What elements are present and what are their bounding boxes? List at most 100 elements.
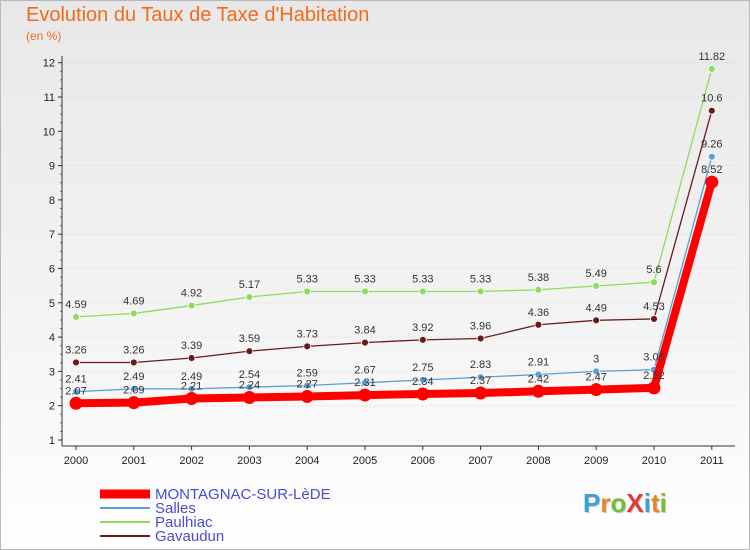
data-point bbox=[303, 342, 312, 351]
data-label: 2.27 bbox=[296, 378, 317, 390]
data-point bbox=[245, 293, 254, 301]
data-label: 2.41 bbox=[65, 374, 86, 386]
data-label: 3.05 bbox=[643, 352, 664, 364]
chart-subtitle: (en %) bbox=[26, 29, 62, 43]
data-point bbox=[72, 387, 80, 396]
data-point bbox=[361, 378, 369, 387]
data-label: 2.24 bbox=[239, 379, 260, 391]
data-point bbox=[534, 320, 543, 329]
data-label: 2.07 bbox=[65, 385, 86, 397]
data-label: 3.26 bbox=[65, 344, 86, 356]
x-tick-label: 2008 bbox=[526, 455, 550, 467]
x-tick-label: 2001 bbox=[122, 455, 146, 467]
data-point bbox=[242, 390, 256, 404]
data-point bbox=[245, 383, 254, 392]
data-point bbox=[72, 312, 80, 321]
logo-letter: X bbox=[626, 488, 644, 518]
data-point bbox=[534, 285, 543, 294]
x-tick-label: 2005 bbox=[353, 455, 377, 467]
data-label: 5.33 bbox=[354, 273, 375, 285]
y-tick-label: 10 bbox=[43, 126, 55, 138]
y-tick-label: 7 bbox=[49, 229, 55, 241]
data-label: 2.34 bbox=[412, 376, 433, 388]
data-point bbox=[476, 287, 485, 296]
data-label: 5.33 bbox=[470, 273, 491, 285]
data-label: 4.59 bbox=[65, 299, 86, 311]
data-label: 2.49 bbox=[123, 371, 144, 383]
data-label: 5.38 bbox=[528, 272, 549, 284]
x-tick-label: 2000 bbox=[64, 455, 88, 467]
logo-letter: t bbox=[650, 488, 660, 518]
y-tick-label: 9 bbox=[49, 161, 55, 173]
data-label: 5.49 bbox=[585, 268, 606, 280]
data-label: 2.59 bbox=[296, 367, 317, 379]
data-point bbox=[592, 316, 601, 325]
data-label: 5.33 bbox=[412, 273, 433, 285]
data-point bbox=[476, 373, 485, 382]
y-tick-label: 12 bbox=[43, 58, 55, 70]
data-point bbox=[650, 315, 658, 323]
data-label: 2.54 bbox=[239, 369, 260, 381]
data-label: 2.09 bbox=[123, 385, 144, 397]
data-label: 2.47 bbox=[585, 372, 606, 384]
data-point bbox=[650, 278, 658, 287]
legend-label: Salles bbox=[155, 500, 196, 517]
legend-label: MONTAGNAC-SUR-LèDE bbox=[155, 486, 331, 503]
data-point bbox=[531, 384, 545, 398]
data-label: 3.84 bbox=[354, 325, 375, 337]
data-point bbox=[361, 287, 369, 296]
y-tick-label: 8 bbox=[49, 195, 55, 207]
logo-letter: i bbox=[643, 488, 651, 518]
x-tick-label: 2003 bbox=[237, 455, 261, 467]
data-point bbox=[303, 287, 312, 296]
x-tick-label: 2002 bbox=[179, 455, 203, 467]
y-tick-label: 6 bbox=[49, 264, 55, 276]
series-group bbox=[69, 64, 719, 410]
data-point bbox=[361, 338, 369, 347]
series-line bbox=[75, 68, 713, 318]
data-point bbox=[418, 376, 427, 384]
data-point bbox=[476, 334, 485, 343]
data-point bbox=[129, 358, 138, 367]
data-point bbox=[707, 106, 716, 115]
data-label: 2.37 bbox=[470, 375, 491, 387]
series-line bbox=[75, 180, 716, 408]
data-label: 11.82 bbox=[698, 51, 725, 63]
data-point bbox=[418, 335, 427, 344]
data-point bbox=[705, 175, 719, 189]
chart-title: Evolution du Taux de Taxe d'Habitation bbox=[26, 4, 370, 26]
data-label: 3.39 bbox=[181, 340, 202, 352]
data-label: 5.17 bbox=[239, 279, 260, 291]
series-line bbox=[76, 110, 713, 364]
data-point bbox=[187, 354, 196, 362]
y-tick-label: 3 bbox=[49, 366, 55, 378]
data-point bbox=[474, 386, 488, 400]
data-label: 2.83 bbox=[470, 359, 491, 371]
data-label: 5.33 bbox=[296, 273, 317, 285]
x-tick-label: 2007 bbox=[468, 455, 492, 467]
data-label: 4.53 bbox=[643, 301, 664, 313]
data-label: 2.67 bbox=[354, 365, 375, 377]
data-point bbox=[129, 309, 138, 318]
data-point bbox=[245, 347, 254, 356]
data-label: 8.52 bbox=[701, 164, 722, 176]
data-label: 3 bbox=[593, 353, 599, 365]
data-label: 4.92 bbox=[181, 288, 202, 300]
logo-letter: o bbox=[610, 488, 627, 518]
data-point bbox=[707, 152, 716, 161]
data-point bbox=[127, 396, 141, 410]
data-label: 2.52 bbox=[643, 370, 664, 382]
data-label: 4.36 bbox=[528, 307, 549, 319]
data-point bbox=[589, 383, 603, 397]
data-point bbox=[534, 370, 543, 379]
data-label: 2.91 bbox=[528, 356, 549, 368]
data-label: 10.6 bbox=[701, 93, 722, 105]
data-label: 3.73 bbox=[296, 328, 317, 340]
y-tick-label: 2 bbox=[49, 401, 55, 413]
grid-lines bbox=[62, 62, 735, 441]
y-tick-label: 5 bbox=[49, 298, 55, 310]
x-tick-label: 2011 bbox=[700, 455, 724, 467]
data-point bbox=[300, 389, 314, 403]
